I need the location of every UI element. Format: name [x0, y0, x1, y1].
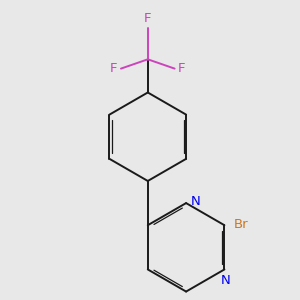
Text: Br: Br: [233, 218, 248, 231]
Text: F: F: [110, 62, 118, 75]
Text: N: N: [220, 274, 230, 287]
Text: F: F: [178, 62, 185, 75]
Text: F: F: [144, 12, 152, 25]
Text: N: N: [190, 196, 200, 208]
